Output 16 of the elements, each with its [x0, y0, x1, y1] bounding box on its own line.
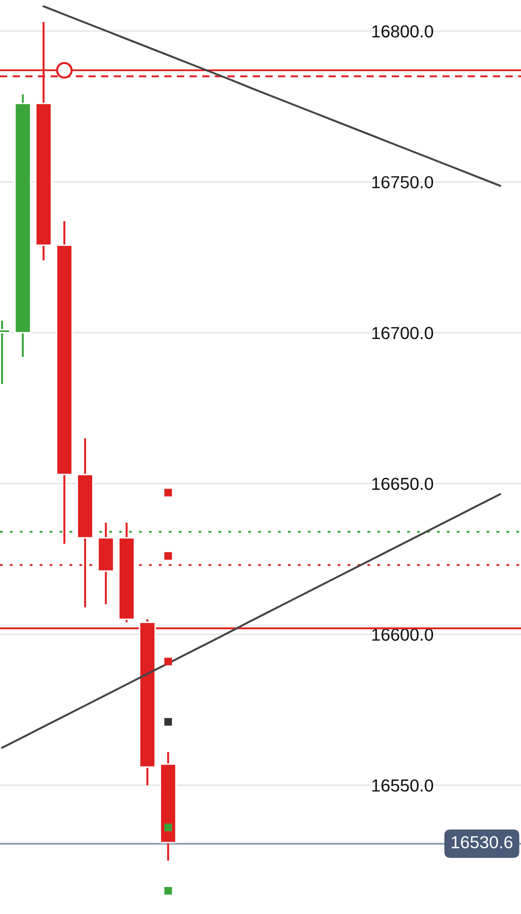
point: [56, 62, 73, 79]
point: [164, 886, 172, 895]
y-tick-label: 16650.0: [372, 478, 434, 490]
line-series: [1, 493, 502, 749]
y-tick-label: 16800.0: [372, 25, 434, 38]
point: [164, 824, 172, 832]
point: [164, 552, 172, 560]
point: [164, 718, 172, 726]
point: [164, 488, 172, 496]
y-tick-label: 16750.0: [372, 176, 434, 188]
point: [164, 658, 172, 666]
y-tick-label: 16600.0: [372, 628, 434, 641]
y-tick-label: 16550.0: [372, 779, 434, 792]
line-series: [42, 5, 502, 187]
y-tick-label: 16700.0: [372, 326, 434, 340]
ref-line-label: 16530.6: [452, 836, 512, 848]
